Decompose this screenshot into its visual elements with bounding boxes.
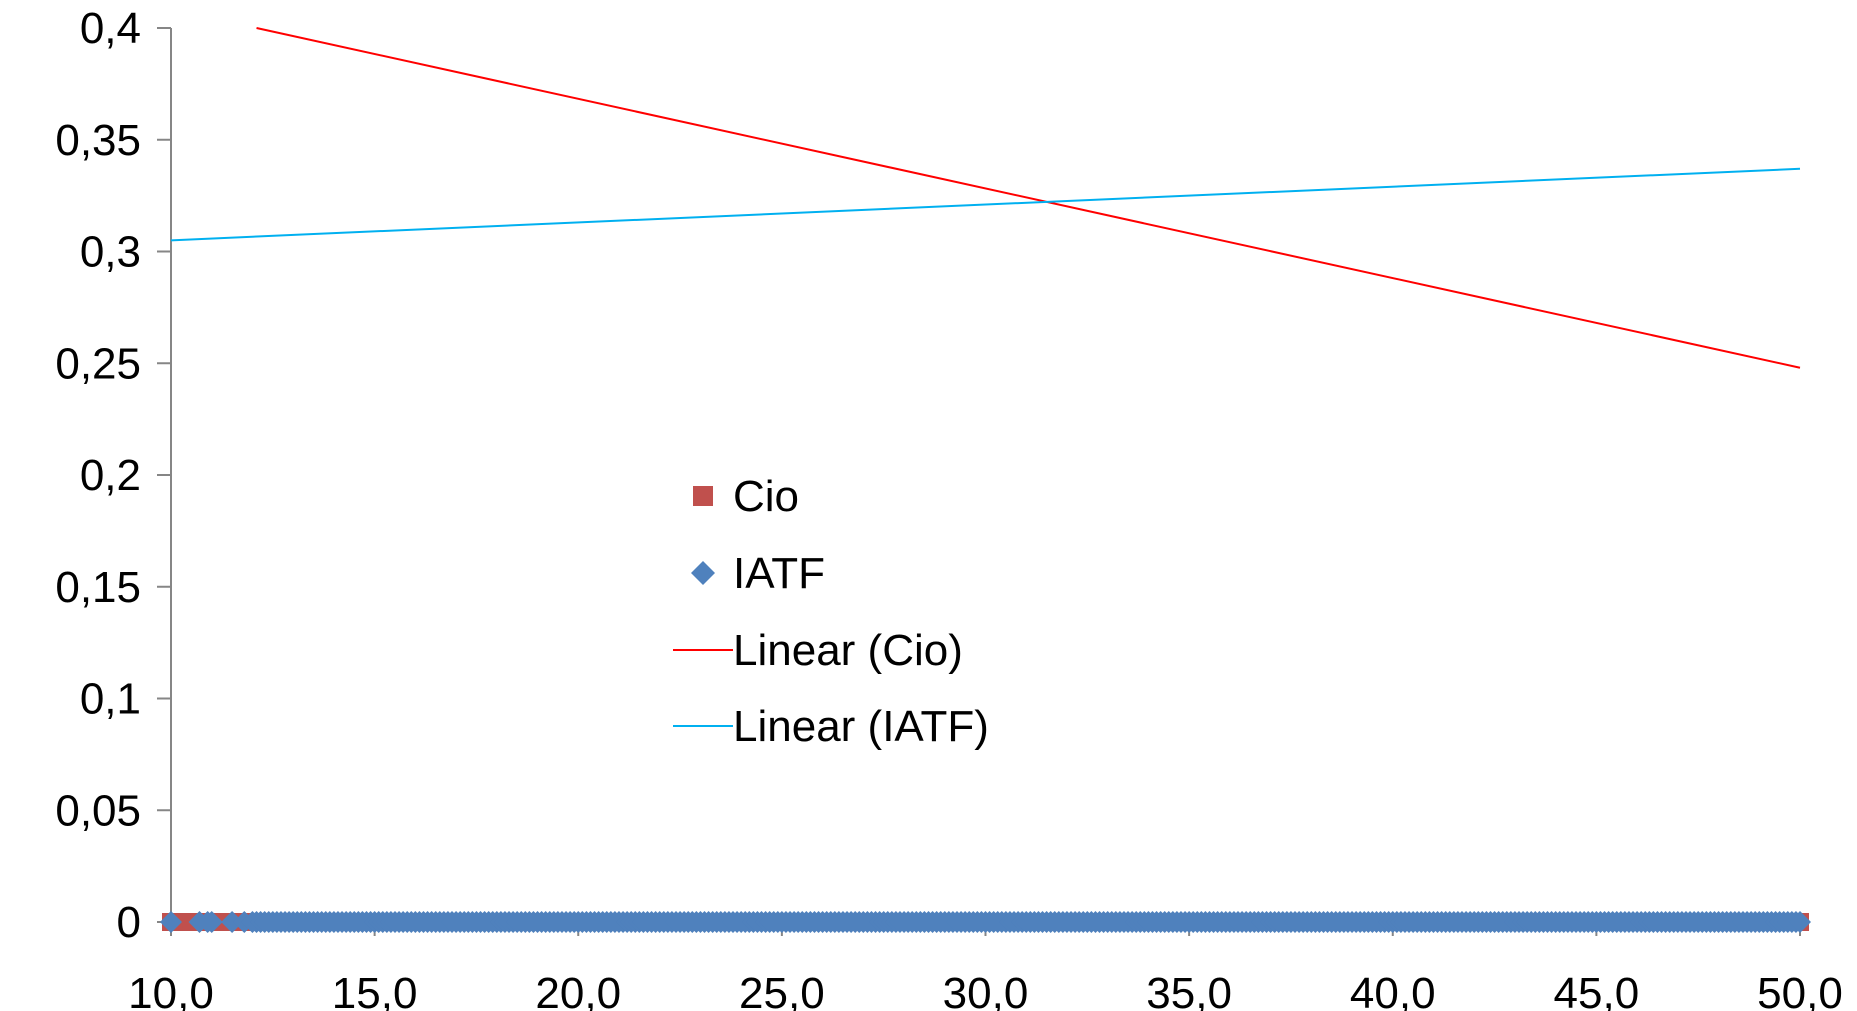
- x-tick-label: 45,0: [1554, 969, 1640, 1011]
- x-tick-label: 10,0: [128, 969, 214, 1011]
- x-tick-label: 20,0: [535, 969, 621, 1011]
- y-tick-label: 0,4: [80, 4, 141, 53]
- legend-cio-marker: [693, 486, 713, 506]
- y-tick-label: 0,1: [80, 675, 141, 724]
- legend: Cio IATF Linear (Cio) Linear (IATF): [673, 472, 989, 751]
- x-tick-label: 30,0: [943, 969, 1029, 1011]
- y-tick-label: 0,35: [55, 116, 141, 165]
- trendline-iatf: [170, 167, 1801, 242]
- trendline-layer: [170, 27, 1801, 369]
- trendline-cio: [256, 27, 1801, 369]
- y-tick-label: 0,25: [55, 339, 141, 388]
- legend-linear-cio-label: Linear (Cio): [733, 626, 963, 675]
- legend-iatf-label: IATF: [733, 549, 825, 598]
- iatf-point: [1789, 911, 1811, 933]
- y-tick-label: 0: [117, 898, 141, 947]
- legend-iatf-marker: [691, 561, 715, 585]
- x-tick-label: 15,0: [332, 969, 418, 1011]
- x-tick-label: 25,0: [739, 969, 825, 1011]
- x-tick-label: 40,0: [1350, 969, 1436, 1011]
- iatf-point: [160, 911, 182, 933]
- y-tick-label: 0,2: [80, 451, 141, 500]
- x-tick-label: 35,0: [1146, 969, 1232, 1011]
- y-tick-label: 0,15: [55, 563, 141, 612]
- y-tick-label: 0,05: [55, 786, 141, 835]
- legend-cio-label: Cio: [733, 472, 799, 521]
- axes-layer: 0 0,05 0,1 0,15 0,2 0,25 0,3 0,35 0,4 10,0 15,0 20,…: [55, 4, 1842, 1011]
- x-tick-label: 50,0: [1757, 969, 1843, 1011]
- iatf-point: [221, 911, 244, 933]
- points-layer: [160, 911, 1811, 933]
- y-tick-label: 0,3: [80, 228, 141, 277]
- legend-linear-iatf-label: Linear (IATF): [733, 702, 989, 751]
- iatf-point: [200, 911, 223, 933]
